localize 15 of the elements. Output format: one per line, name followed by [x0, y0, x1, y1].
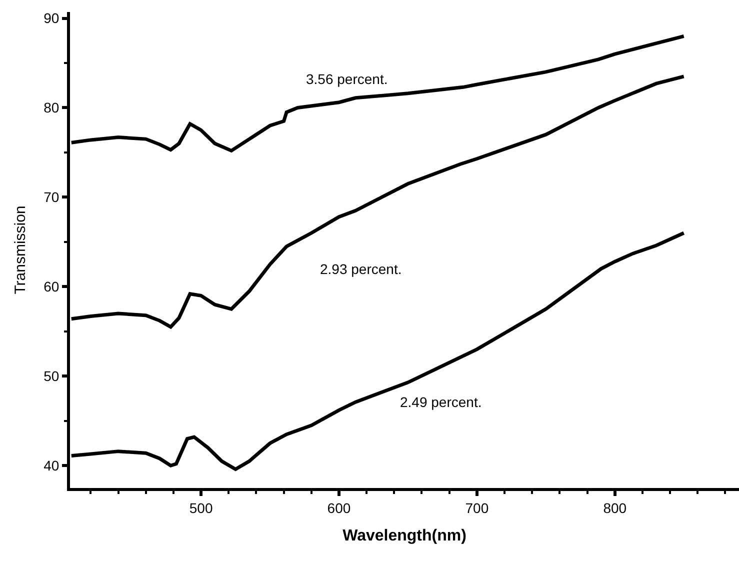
y-axis-title: Transmission — [12, 206, 29, 294]
y-tick-label: 40 — [44, 458, 60, 474]
x-tick-label: 600 — [327, 500, 351, 516]
y-tick-label: 90 — [44, 10, 60, 26]
y-tick-label: 70 — [44, 189, 60, 206]
y-tick-label: 80 — [44, 100, 60, 116]
y-tick-label: 60 — [44, 278, 60, 295]
series-label: 2.49 percent. — [400, 394, 482, 410]
y-tick-label: 50 — [44, 368, 60, 384]
x-tick-label: 700 — [465, 500, 489, 516]
x-axis-title: Wavelength(nm) — [342, 528, 466, 544]
text: 2.93 percent. — [320, 261, 402, 277]
x-tick-label: 500 — [189, 500, 213, 516]
x-tick-label: 800 — [603, 500, 627, 516]
series-label: 3.56 percent. — [306, 71, 388, 87]
